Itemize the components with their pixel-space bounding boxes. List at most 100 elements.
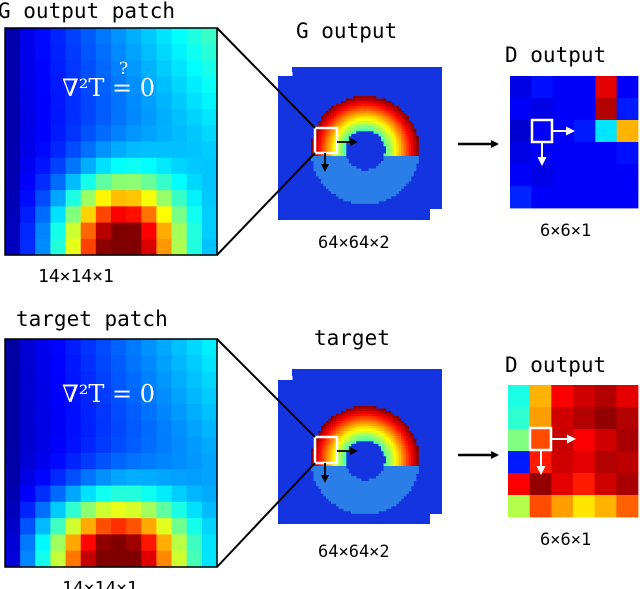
field-cell	[336, 183, 339, 187]
field-cell	[398, 481, 402, 484]
field-cell	[326, 426, 329, 429]
field-cell	[366, 96, 369, 99]
field-cell	[328, 176, 332, 179]
field-cell	[386, 426, 389, 429]
field-cell	[393, 148, 397, 152]
heatmap-cell	[5, 404, 21, 422]
field-cell	[368, 506, 372, 509]
field-cell	[398, 113, 402, 117]
field-cell	[363, 488, 367, 492]
field-cell	[381, 448, 384, 452]
field-cell	[388, 123, 392, 127]
field-cell	[316, 473, 319, 477]
field-cell	[356, 501, 359, 504]
field-cell	[371, 503, 374, 507]
field-cell	[341, 496, 344, 499]
discriminator-cell	[595, 98, 618, 121]
field-cell	[331, 186, 334, 189]
field-cell	[353, 111, 357, 114]
field-cell	[388, 411, 392, 414]
field-cell	[386, 181, 389, 184]
field-cell	[406, 443, 409, 447]
bottom-patch-title: target patch	[16, 307, 168, 331]
field-cell	[363, 436, 367, 439]
heatmap-cell	[126, 469, 142, 487]
heatmap-cell	[80, 222, 97, 240]
field-cell	[391, 418, 394, 422]
field-cell	[371, 416, 374, 419]
field-cell	[388, 413, 392, 417]
discriminator-cell	[574, 164, 596, 187]
field-cell	[383, 411, 387, 414]
field-cell	[398, 441, 402, 444]
field-cell	[328, 491, 332, 494]
field-cell	[386, 458, 389, 462]
field-cell	[368, 198, 372, 202]
field-cell	[358, 176, 362, 179]
field-cell	[416, 156, 419, 159]
field-cell	[396, 168, 399, 172]
field-cell	[388, 426, 392, 429]
heatmap-cell	[171, 550, 188, 568]
field-cell	[401, 431, 404, 434]
field-cell	[311, 151, 314, 154]
field-cell	[333, 443, 337, 447]
field-cell	[356, 511, 359, 514]
field-cell	[326, 493, 329, 497]
field-cell	[398, 188, 402, 192]
field-cell	[386, 156, 389, 159]
field-cell	[368, 406, 372, 409]
field-cell	[376, 201, 379, 204]
field-cell	[371, 113, 374, 117]
field-cell	[358, 428, 362, 432]
heatmap-cell	[186, 469, 203, 487]
field-cell	[348, 498, 352, 502]
field-cell	[341, 188, 344, 192]
field-cell	[401, 161, 404, 164]
field-cell	[378, 121, 382, 124]
field-cell	[321, 456, 324, 459]
field-cell	[323, 141, 327, 144]
field-cell	[326, 173, 329, 177]
field-cell	[341, 131, 344, 134]
field-cell	[376, 188, 379, 192]
field-cell	[388, 456, 392, 459]
field-cell	[361, 433, 364, 437]
top-middle-field	[278, 67, 442, 220]
field-cell	[361, 416, 364, 419]
field-cell	[363, 188, 367, 192]
field-cell	[331, 483, 334, 487]
heatmap-cell	[95, 76, 112, 94]
field-cell	[403, 131, 407, 134]
field-cell	[398, 173, 402, 177]
field-cell	[391, 106, 394, 109]
field-cell	[393, 443, 397, 447]
field-cell	[383, 436, 387, 439]
field-cell	[383, 141, 387, 144]
field-cell	[328, 111, 332, 114]
field-cell	[338, 448, 342, 452]
field-cell	[411, 138, 414, 142]
field-cell	[416, 471, 419, 474]
field-cell	[391, 478, 394, 482]
field-cell	[363, 171, 367, 174]
heatmap-cell	[156, 222, 173, 240]
field-cell	[401, 136, 404, 139]
field-cell	[391, 191, 394, 194]
field-cell	[408, 163, 412, 167]
field-cell	[361, 436, 364, 439]
field-cell	[321, 448, 324, 452]
heatmap-cell	[171, 534, 188, 552]
field-cell	[403, 458, 407, 462]
field-cell	[348, 501, 352, 504]
field-cell	[371, 511, 374, 514]
field-cell	[346, 158, 349, 162]
field-cell	[393, 186, 397, 189]
field-cell	[333, 486, 337, 489]
field-cell	[333, 468, 337, 472]
field-cell	[393, 188, 397, 192]
field-cell	[363, 511, 367, 514]
field-cell	[411, 433, 414, 437]
heatmap-cell	[65, 420, 82, 438]
field-cell	[388, 138, 392, 142]
